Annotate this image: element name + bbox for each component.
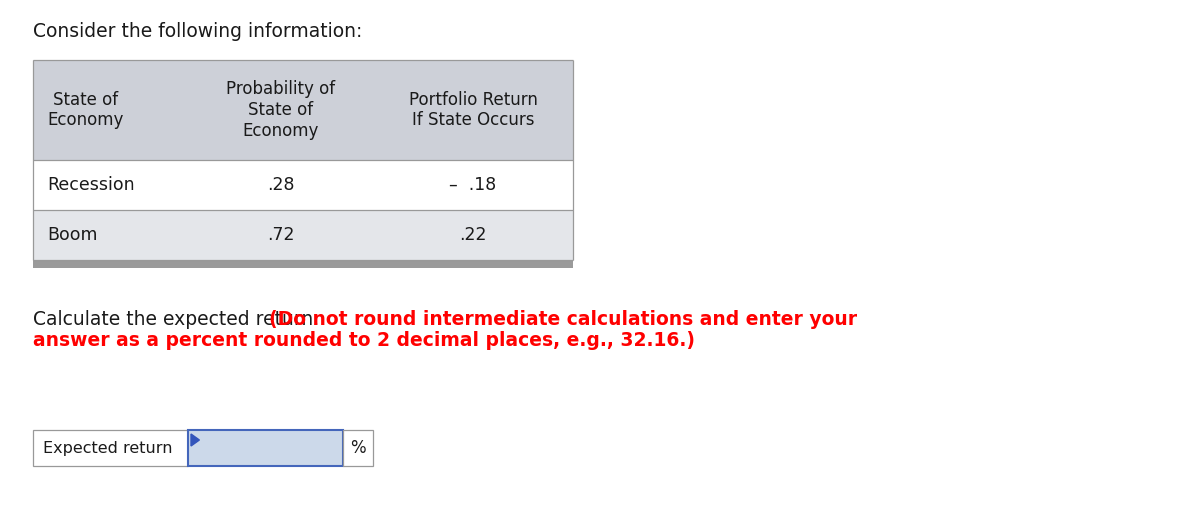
Text: State of
Economy: State of Economy — [47, 90, 124, 130]
Text: .28: .28 — [266, 176, 294, 194]
Text: Consider the following information:: Consider the following information: — [34, 22, 362, 41]
Text: %: % — [350, 439, 366, 457]
Text: Portfolio Return
If State Occurs: Portfolio Return If State Occurs — [408, 90, 538, 130]
Bar — [34, 60, 574, 160]
Text: –  .18: – .18 — [449, 176, 497, 194]
Polygon shape — [191, 434, 199, 446]
Text: Boom: Boom — [47, 226, 97, 244]
Text: Probability of
State of
Economy: Probability of State of Economy — [226, 80, 335, 140]
Text: Calculate the expected return.: Calculate the expected return. — [34, 310, 325, 329]
Bar — [188, 430, 343, 466]
Bar — [343, 430, 373, 466]
Text: .72: .72 — [266, 226, 294, 244]
Text: .22: .22 — [460, 226, 487, 244]
Bar — [34, 210, 574, 260]
Bar — [34, 260, 574, 268]
Bar — [34, 430, 188, 466]
Bar — [34, 160, 574, 210]
Text: (Do not round intermediate calculations and enter your: (Do not round intermediate calculations … — [269, 310, 857, 329]
Text: Expected return: Expected return — [43, 441, 173, 455]
Text: Recession: Recession — [47, 176, 134, 194]
Text: answer as a percent rounded to 2 decimal places, e.g., 32.16.): answer as a percent rounded to 2 decimal… — [34, 331, 695, 350]
